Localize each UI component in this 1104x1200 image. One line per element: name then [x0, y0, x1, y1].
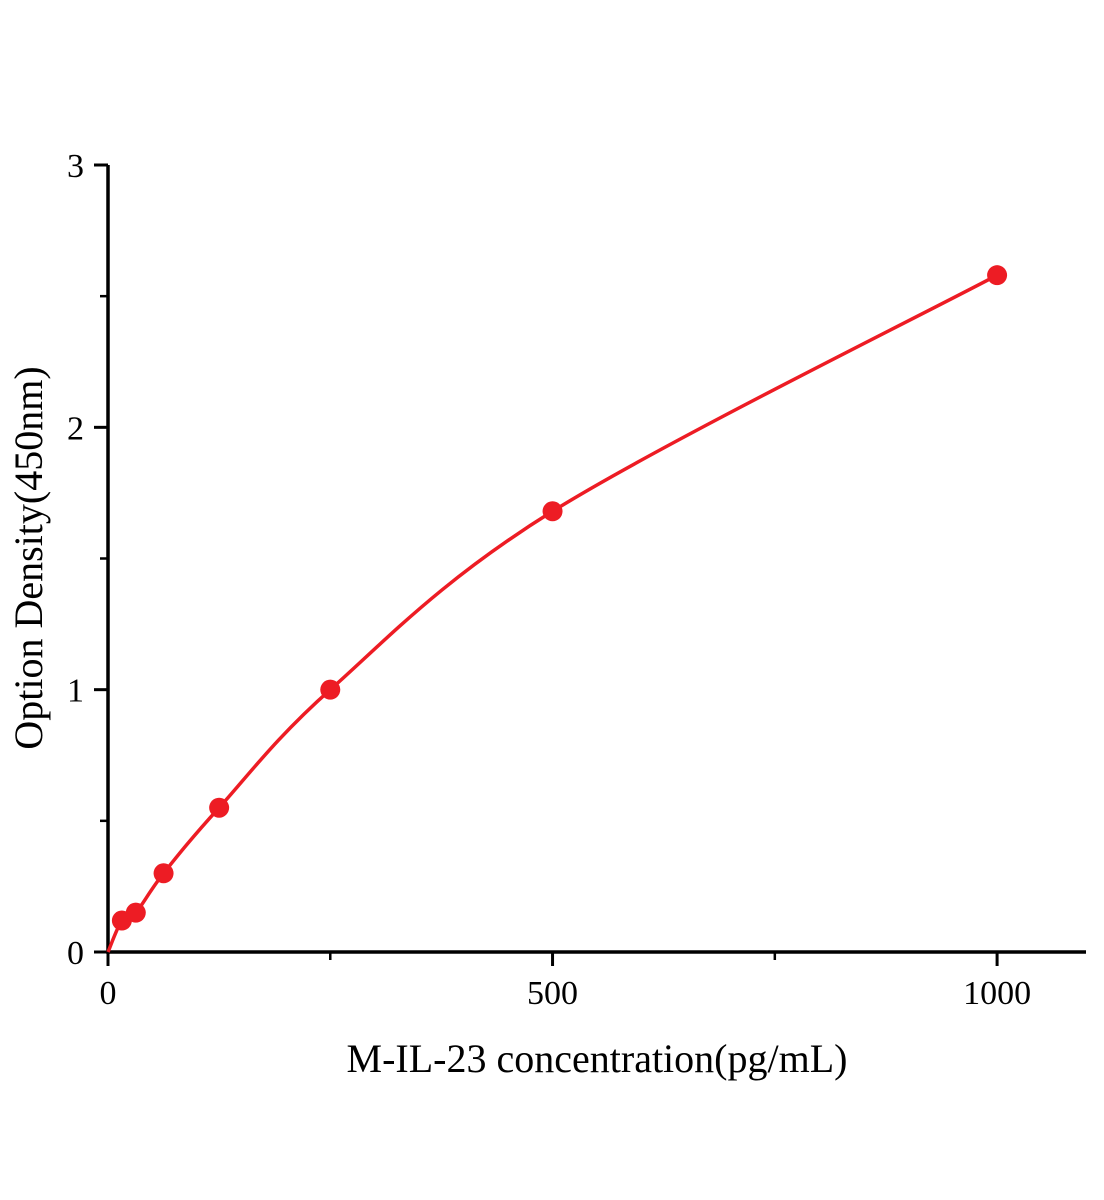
y-tick-label: 2 [67, 410, 84, 447]
standard-curve-line [106, 273, 998, 953]
x-axis-label: M-IL-23 concentration(pg/mL) [347, 1036, 848, 1081]
x-tick-label: 1000 [963, 975, 1031, 1012]
data-point [125, 902, 146, 923]
axis-ticks [94, 163, 999, 966]
y-tick-label: 0 [67, 935, 84, 972]
curve-path [106, 273, 998, 953]
y-tick-label: 3 [67, 148, 84, 185]
x-tick-label: 0 [100, 975, 117, 1012]
axes [106, 165, 1086, 954]
axis-tick-labels: 0 500 1000 0 1 2 3 [67, 148, 1031, 1012]
data-point [987, 265, 1008, 286]
x-tick-label: 500 [527, 975, 578, 1012]
data-point [320, 679, 341, 700]
data-point [153, 863, 174, 884]
data-point [209, 797, 230, 818]
data-point [542, 501, 563, 522]
data-points [111, 265, 1008, 931]
y-tick-label: 1 [67, 673, 84, 710]
y-axis-label: Option Density(450nm) [6, 366, 51, 749]
